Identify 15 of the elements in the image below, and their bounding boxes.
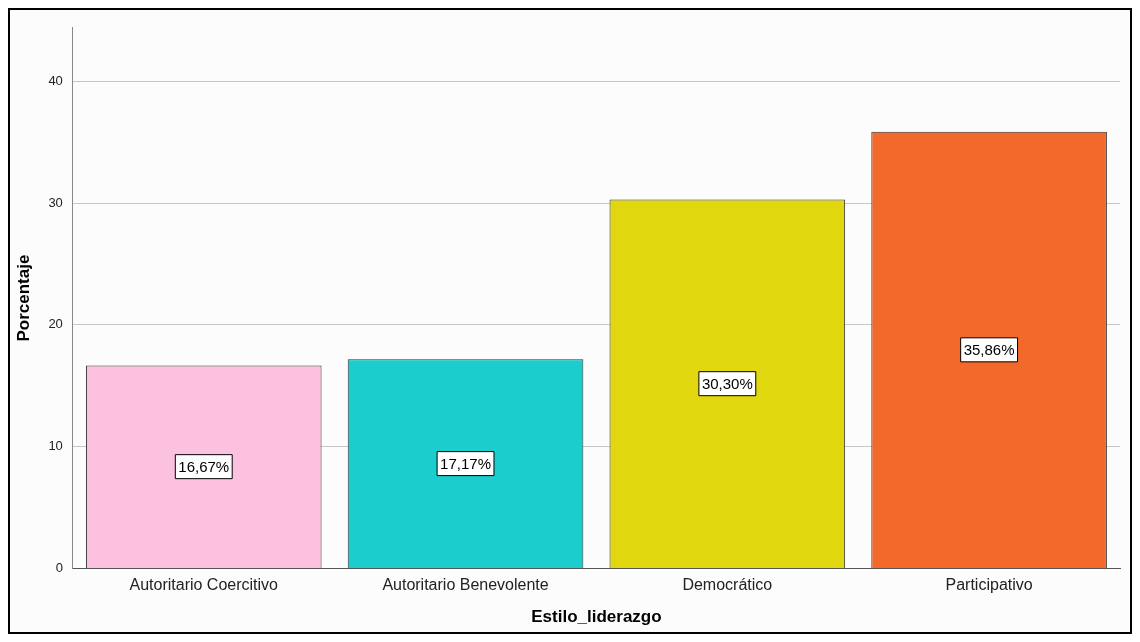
data-label: 30,30% [701, 374, 753, 392]
y-axis-title: Porcentaje [13, 254, 33, 342]
data-label: 17,17% [440, 454, 491, 472]
y-tick-label: 40 [48, 72, 63, 88]
data-label: 35,86% [963, 340, 1015, 358]
y-tick-label: 30 [48, 194, 63, 210]
x-tick-label: Autoritario Coercitivo [129, 576, 279, 594]
x-tick-label: Democrático [682, 576, 773, 594]
x-axis-title: Estilo_liderazgo [531, 607, 662, 627]
x-tick-label: Participativo [945, 576, 1033, 594]
x-tick-label: Autoritario Benevolente [382, 576, 549, 594]
y-tick-label: 0 [55, 559, 63, 575]
y-tick-label: 10 [48, 438, 63, 454]
y-tick-label: 20 [48, 316, 63, 332]
data-label: 16,67% [178, 457, 230, 475]
